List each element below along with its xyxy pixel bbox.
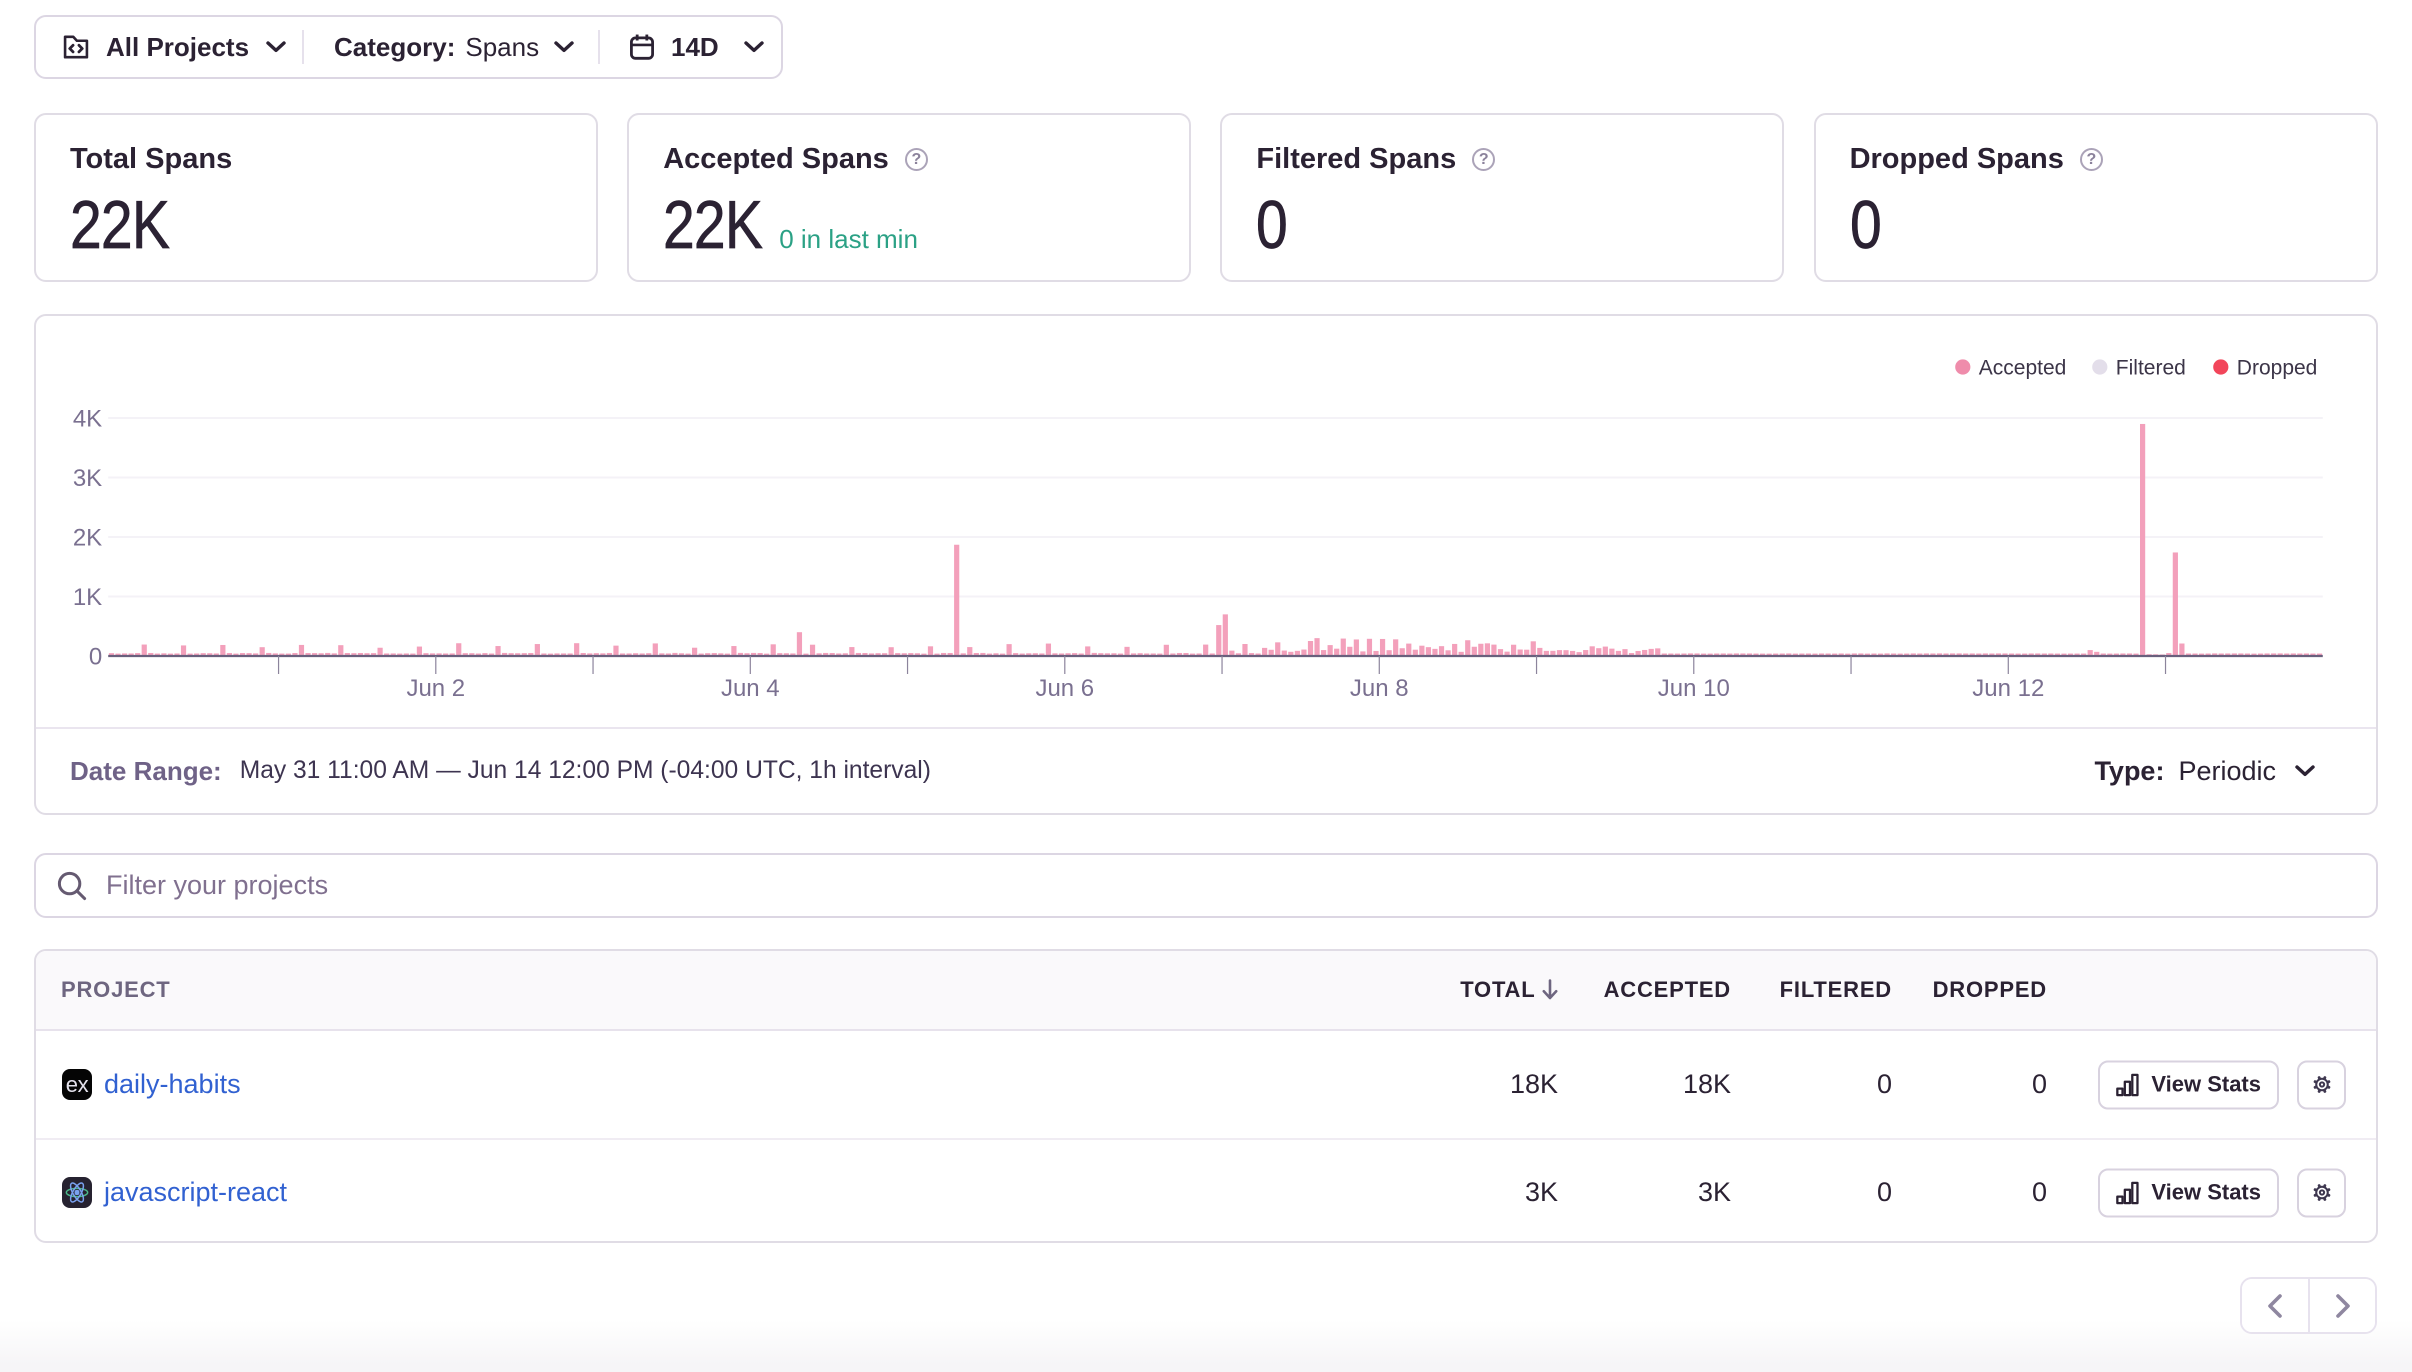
svg-text:4K: 4K <box>73 405 102 432</box>
svg-text:Jun 6: Jun 6 <box>1035 675 1094 702</box>
svg-text:3K: 3K <box>73 465 102 492</box>
svg-text:1K: 1K <box>73 584 102 611</box>
svg-text:Dropped: Dropped <box>2237 356 2318 379</box>
svg-text:Jun 10: Jun 10 <box>1658 675 1730 702</box>
svg-text:Jun 12: Jun 12 <box>1972 675 2044 702</box>
svg-text:Jun 2: Jun 2 <box>406 675 465 702</box>
svg-text:Jun 4: Jun 4 <box>721 675 780 702</box>
svg-text:2K: 2K <box>73 524 102 551</box>
svg-text:Accepted: Accepted <box>1979 356 2067 379</box>
svg-text:Jun 8: Jun 8 <box>1350 675 1409 702</box>
svg-text:0: 0 <box>89 643 102 670</box>
svg-text:Filtered: Filtered <box>2116 356 2186 379</box>
